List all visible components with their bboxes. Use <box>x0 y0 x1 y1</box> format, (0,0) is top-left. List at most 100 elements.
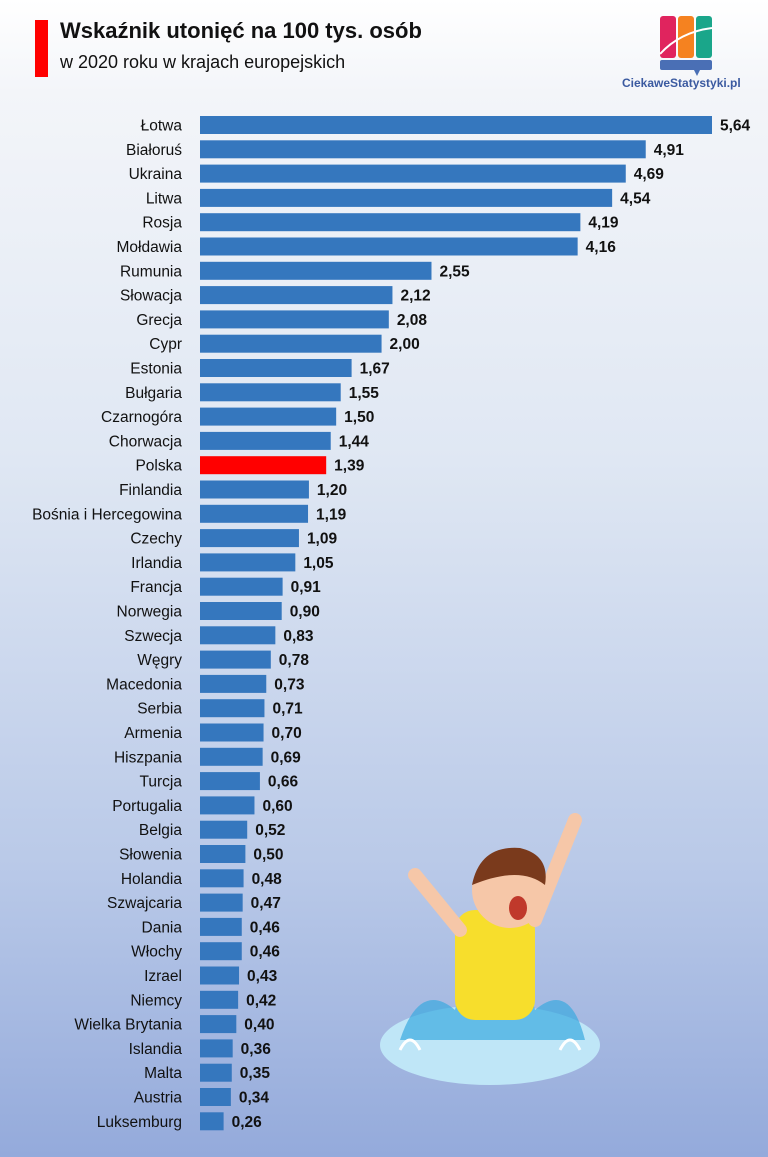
data-label: 4,19 <box>588 215 619 232</box>
category-label: Estonia <box>130 361 182 378</box>
bar <box>200 602 282 620</box>
category-label: Islandia <box>129 1041 183 1058</box>
data-label: 1,55 <box>349 385 380 402</box>
category-label: Austria <box>134 1090 183 1107</box>
bar <box>200 310 389 329</box>
bar <box>200 116 712 134</box>
bar <box>200 529 299 548</box>
category-label: Rosja <box>142 215 182 232</box>
data-label: 2,12 <box>400 288 430 305</box>
data-label: 1,05 <box>303 555 334 572</box>
bar <box>200 626 276 645</box>
category-label: Finlandia <box>119 482 182 499</box>
bar <box>200 237 578 256</box>
category-label: Czechy <box>130 531 182 548</box>
category-label: Grecja <box>136 312 182 329</box>
data-label: 2,55 <box>439 263 470 280</box>
bar <box>200 359 352 377</box>
category-label: Luksemburg <box>97 1114 182 1131</box>
data-label: 0,34 <box>239 1090 270 1107</box>
bar <box>200 1063 232 1082</box>
category-label: Belgia <box>139 822 182 839</box>
data-label: 0,83 <box>283 628 314 645</box>
bar <box>200 674 267 693</box>
data-label: 1,50 <box>344 409 374 426</box>
bar <box>200 407 337 426</box>
bar <box>200 1088 231 1106</box>
data-label: 0,35 <box>240 1065 271 1082</box>
data-label: 4,16 <box>586 239 617 256</box>
title-accent-bar <box>35 20 48 77</box>
category-label: Niemcy <box>130 992 182 1009</box>
bar <box>200 334 382 353</box>
bar <box>200 893 243 912</box>
data-label: 0,70 <box>272 725 302 742</box>
data-label: 0,71 <box>272 701 303 718</box>
category-label: Słowenia <box>119 847 182 864</box>
category-label: Bułgaria <box>125 385 182 402</box>
bar <box>200 1039 233 1058</box>
category-label: Malta <box>144 1065 182 1082</box>
data-label: 1,09 <box>307 531 338 548</box>
data-label: 0,36 <box>241 1041 272 1058</box>
bar <box>200 383 341 402</box>
data-label: 4,91 <box>654 142 685 159</box>
bar <box>200 747 263 766</box>
category-label: Armenia <box>124 725 182 742</box>
bar <box>200 917 242 936</box>
category-label: Holandia <box>121 871 183 888</box>
category-label: Włochy <box>131 944 182 961</box>
data-label: 2,00 <box>390 336 420 353</box>
bar <box>200 966 240 985</box>
data-label: 0,66 <box>268 774 299 791</box>
bar <box>200 286 393 305</box>
category-label: Łotwa <box>141 118 183 135</box>
bar <box>200 723 264 742</box>
data-label: 2,08 <box>397 312 428 329</box>
bar <box>200 213 581 232</box>
bar-highlight <box>200 456 327 475</box>
category-label: Chorwacja <box>109 433 183 450</box>
bar <box>200 140 646 159</box>
data-label: 0,46 <box>250 944 281 961</box>
category-label: Serbia <box>137 701 182 718</box>
category-label: Dania <box>142 919 183 936</box>
data-label: 0,43 <box>247 968 278 985</box>
category-label: Rumunia <box>120 263 182 280</box>
category-label: Cypr <box>149 336 182 353</box>
category-label: Szwajcaria <box>107 895 182 912</box>
bar <box>200 650 271 669</box>
category-label: Mołdawia <box>117 239 183 256</box>
category-label: Irlandia <box>131 555 182 572</box>
category-label: Polska <box>135 458 182 475</box>
data-label: 0,90 <box>290 604 320 621</box>
bar <box>200 796 255 815</box>
data-label: 0,26 <box>232 1114 263 1131</box>
data-label: 0,91 <box>291 579 322 596</box>
category-label: Portugalia <box>112 798 182 815</box>
data-label: 1,20 <box>317 482 347 499</box>
bar <box>200 942 242 961</box>
bar <box>200 699 265 718</box>
bar <box>200 869 244 888</box>
data-label: 1,39 <box>334 458 365 475</box>
category-label: Słowacja <box>120 288 182 305</box>
category-label: Turcja <box>140 774 183 791</box>
category-label: Czarnogóra <box>101 409 182 426</box>
bar <box>200 1015 237 1034</box>
data-label: 0,40 <box>244 1017 274 1034</box>
data-label: 0,69 <box>271 749 302 766</box>
category-label: Macedonia <box>106 676 182 693</box>
bar <box>200 261 432 280</box>
data-label: 0,78 <box>279 652 310 669</box>
data-label: 0,46 <box>250 919 281 936</box>
page-subtitle: w 2020 roku w krajach europejskich <box>60 52 346 72</box>
category-label: Bośnia i Hercegowina <box>32 506 182 523</box>
bar <box>200 188 613 207</box>
bar <box>200 1112 224 1131</box>
data-label: 4,54 <box>620 190 651 207</box>
category-label: Izrael <box>144 968 182 985</box>
bar <box>200 553 296 572</box>
bar <box>200 164 626 183</box>
